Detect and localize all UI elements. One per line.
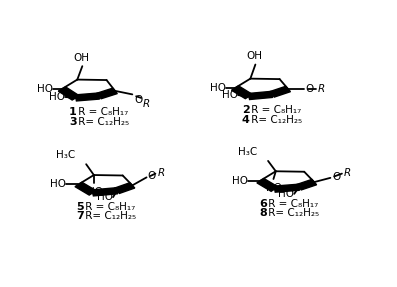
Text: 4: 4 xyxy=(242,115,250,125)
Polygon shape xyxy=(248,91,273,100)
Text: R: R xyxy=(157,168,165,178)
Text: R= C₁₂H₂₅: R= C₁₂H₂₅ xyxy=(265,208,320,218)
Text: HO: HO xyxy=(222,90,238,100)
Text: R= C₁₂H₂₅: R= C₁₂H₂₅ xyxy=(75,117,129,127)
Text: HO: HO xyxy=(49,92,65,102)
Text: 3: 3 xyxy=(69,117,77,127)
Text: 8: 8 xyxy=(259,208,267,218)
Polygon shape xyxy=(75,182,96,195)
Text: R= C₁₂H₂₅: R= C₁₂H₂₅ xyxy=(248,115,302,125)
Text: HO: HO xyxy=(87,187,102,197)
Text: 6: 6 xyxy=(259,199,267,209)
Polygon shape xyxy=(270,86,291,97)
Text: R: R xyxy=(143,99,150,109)
Polygon shape xyxy=(231,86,252,99)
Polygon shape xyxy=(58,87,79,100)
Text: R = C₈H₁₇: R = C₈H₁₇ xyxy=(248,105,301,115)
Polygon shape xyxy=(297,179,317,190)
Polygon shape xyxy=(257,179,278,191)
Text: O: O xyxy=(134,95,143,105)
Text: OH: OH xyxy=(73,53,89,63)
Polygon shape xyxy=(75,93,100,101)
Text: HO: HO xyxy=(278,189,294,199)
Polygon shape xyxy=(96,88,118,99)
Text: O: O xyxy=(305,84,314,94)
Text: R: R xyxy=(318,84,325,94)
Text: 1: 1 xyxy=(69,107,77,117)
Polygon shape xyxy=(114,183,135,193)
Text: HO: HO xyxy=(97,192,113,202)
Text: R = C₈H₁₇: R = C₈H₁₇ xyxy=(75,107,128,117)
Text: R: R xyxy=(344,168,351,178)
Text: HO: HO xyxy=(210,83,226,93)
Polygon shape xyxy=(92,188,118,196)
Text: 7: 7 xyxy=(76,211,83,221)
Text: 5: 5 xyxy=(76,202,83,212)
Text: HO: HO xyxy=(37,84,53,94)
Text: HO: HO xyxy=(266,183,282,193)
Text: OH: OH xyxy=(246,51,262,61)
Text: HO: HO xyxy=(232,176,248,186)
Text: O: O xyxy=(148,171,156,181)
Text: R= C₁₂H₂₅: R= C₁₂H₂₅ xyxy=(82,211,136,221)
Text: 2: 2 xyxy=(242,105,250,115)
Text: H₃C: H₃C xyxy=(238,147,257,157)
Polygon shape xyxy=(274,184,299,192)
Text: H₃C: H₃C xyxy=(56,150,75,160)
Text: O: O xyxy=(332,172,340,182)
Text: R = C₈H₁₇: R = C₈H₁₇ xyxy=(265,199,319,209)
Text: HO: HO xyxy=(50,179,66,189)
Text: R = C₈H₁₇: R = C₈H₁₇ xyxy=(82,202,135,212)
